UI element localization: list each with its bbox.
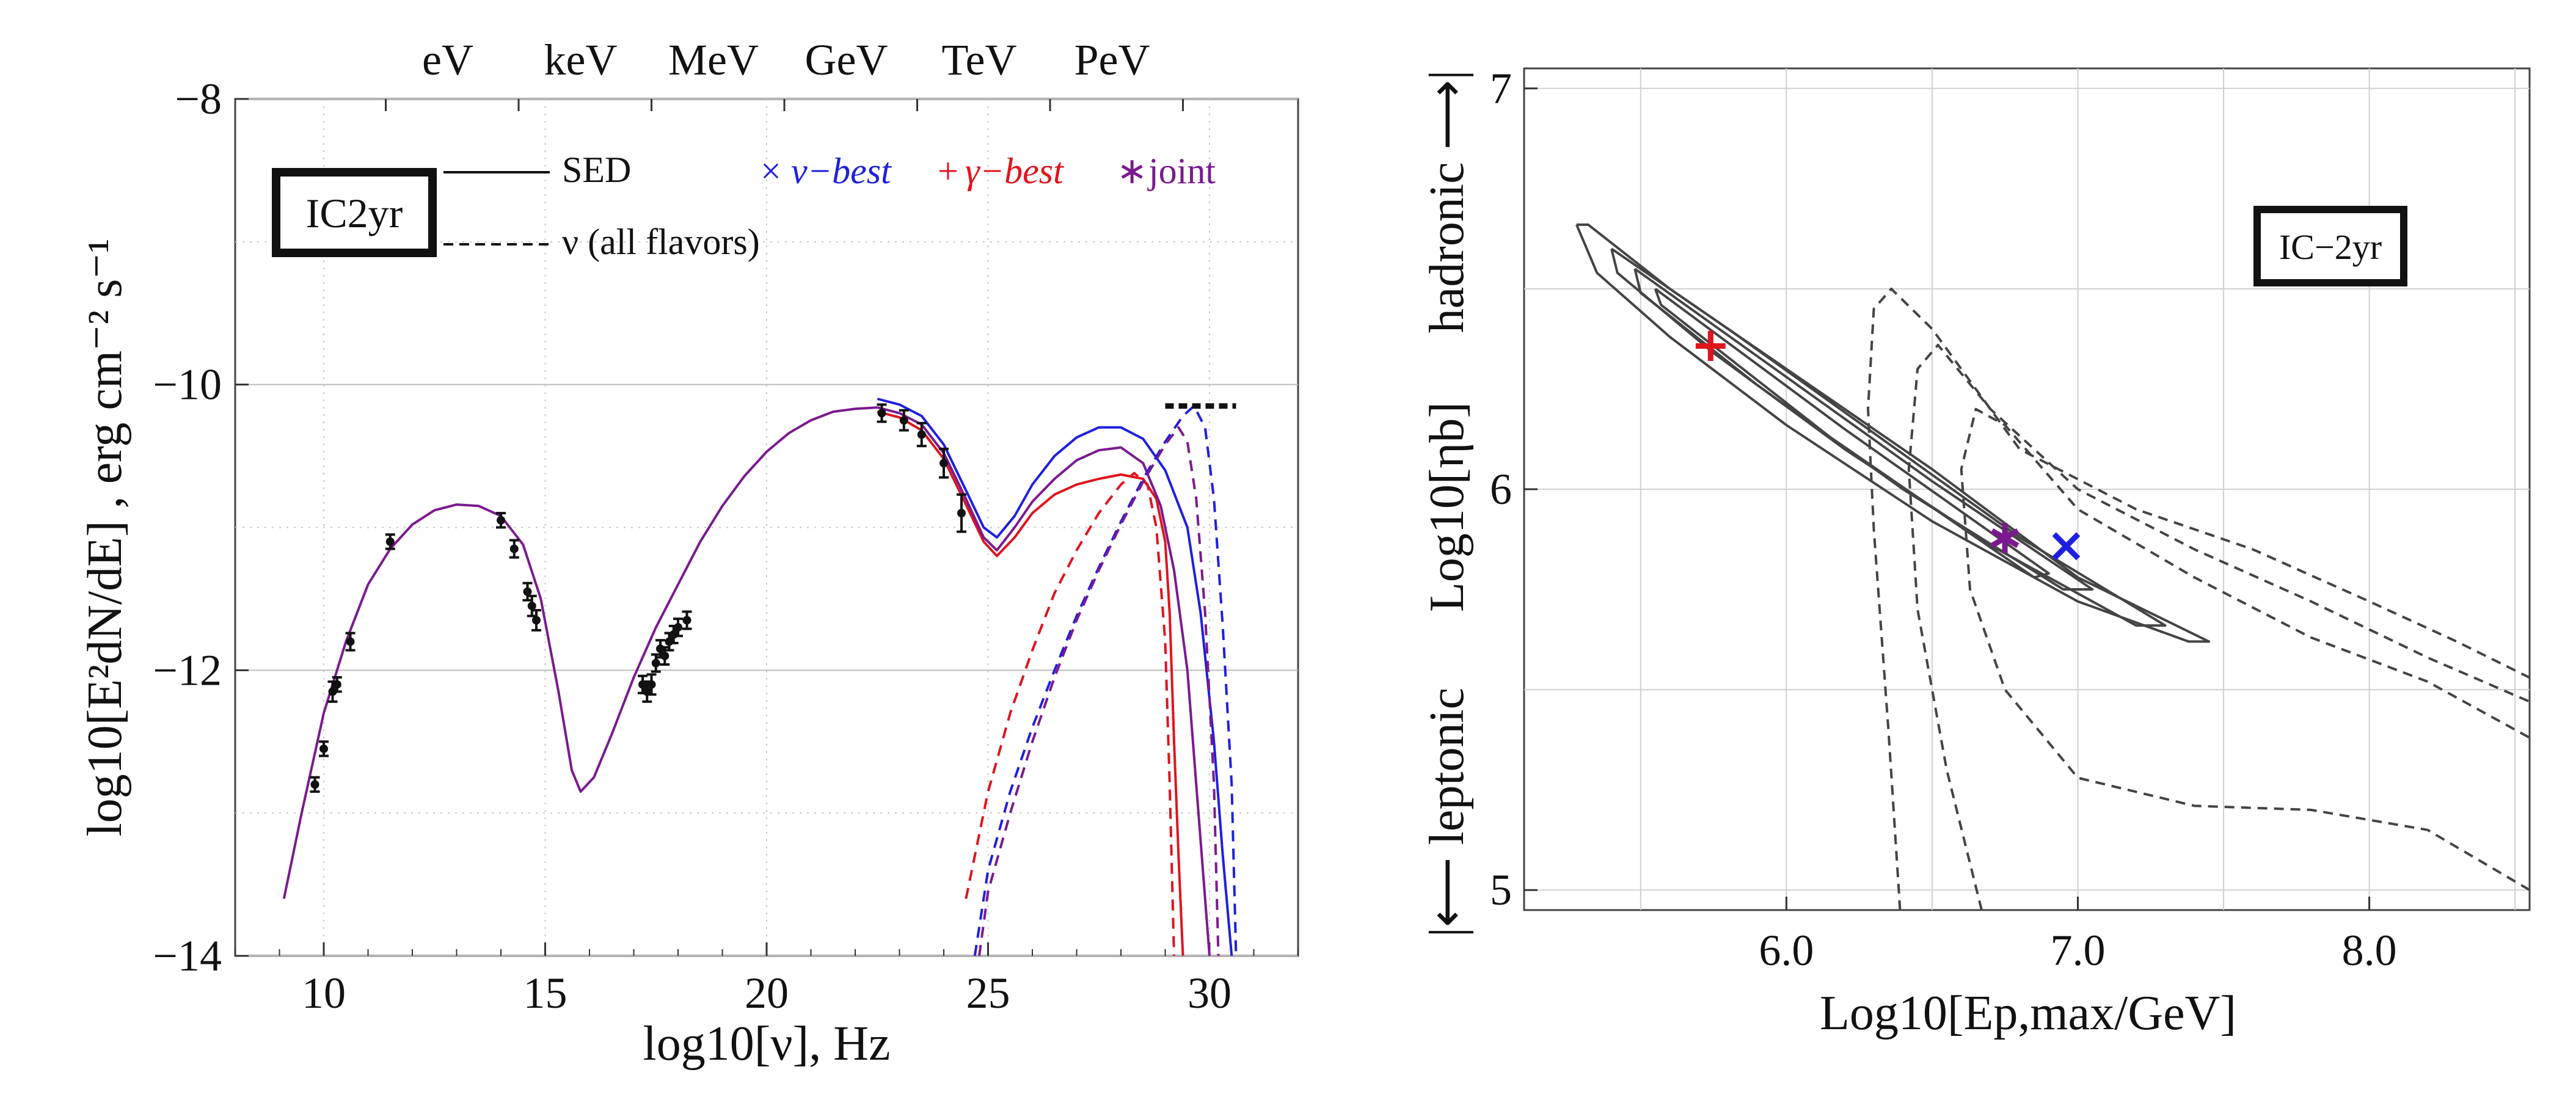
sed-data-point xyxy=(532,616,541,625)
contour-x-tick-label: 8.0 xyxy=(2342,926,2397,975)
sed-x-tick-label: 15 xyxy=(524,969,567,1018)
sed-chart: 10 15 20 25 30 −14 −12 −10 −8 eV keV MeV GeV TeV PeV l… xyxy=(78,35,1299,1071)
contour-box-label: IC−2yr xyxy=(2279,227,2382,267)
sed-top-tick-label: TeV xyxy=(942,35,1017,84)
legend-gamma-best-label: γ−best xyxy=(965,151,1064,191)
sed-data-point xyxy=(917,430,926,439)
contour-marker-gamma_best: + xyxy=(1691,318,1731,373)
sed-data-point xyxy=(346,637,355,646)
sed-series-line xyxy=(973,404,1238,956)
contour-ylabel-eta: Log10[ηb] xyxy=(1420,402,1474,612)
sed-series-line xyxy=(965,472,1175,956)
sed-data-point xyxy=(523,587,532,596)
sed-data-point xyxy=(669,630,678,639)
contour-solid-line xyxy=(1633,268,2094,591)
sed-x-tick-label: 25 xyxy=(966,969,1010,1018)
legend-gamma-best-marker: + xyxy=(938,151,958,191)
sed-box-label-frame xyxy=(272,168,437,257)
sed-data-point xyxy=(940,459,948,468)
sed-data-point xyxy=(509,544,519,553)
sed-box-label: IC2yr xyxy=(306,190,403,236)
sed-y-tick-label: −12 xyxy=(153,646,222,694)
contour-solid-line xyxy=(1575,223,2211,643)
sed-ylabel: log10[E²dN/dE] , erg cm⁻² s⁻¹ xyxy=(78,238,132,836)
sed-data-point xyxy=(319,744,328,753)
contour-axes: 6.0 7.0 8.0 5 6 7 xyxy=(1490,64,2397,975)
contour-ylabel-leptonic: |⟵ leptonic xyxy=(1420,688,1474,937)
sed-data-point xyxy=(310,780,319,789)
contour-y-tick-label: 6 xyxy=(1490,465,1512,514)
legend-nu-best-label: ν−best xyxy=(791,151,892,191)
contour-xlabel: Log10[Ep,max/GeV] xyxy=(1820,986,2236,1040)
legend-sed-label: SED xyxy=(562,150,631,190)
contour-solid-line xyxy=(1654,288,2050,579)
contour-marker-nu_best: × xyxy=(2046,518,2086,573)
legend-nu-label: ν (all flavors) xyxy=(562,222,760,262)
sed-data-point xyxy=(899,416,908,425)
sed-data-point xyxy=(682,616,691,625)
sed-data-point xyxy=(877,409,886,418)
sed-top-tick-label: GeV xyxy=(805,35,888,84)
sed-series-line xyxy=(877,410,1184,956)
sed-y-tick-label: −14 xyxy=(153,931,222,980)
sed-data-point xyxy=(665,637,674,646)
sed-data-point xyxy=(527,602,536,611)
sed-data-point xyxy=(497,515,505,525)
sed-data-point xyxy=(385,537,395,546)
contour-plot-frame xyxy=(1523,67,2531,911)
sed-axes: 10 15 20 25 30 −14 −12 −10 −8 eV keV MeV GeV TeV PeV xyxy=(153,35,1299,1018)
sed-y-tick-label: −10 xyxy=(153,360,222,409)
contour-dashed-line xyxy=(1867,287,2530,911)
sed-data-points xyxy=(310,403,1236,793)
legend-nu-best-marker: × xyxy=(761,151,781,191)
legend-joint-marker: ∗ xyxy=(1117,151,1147,191)
contour-ylabel-hadronic: hadronic ⟶| xyxy=(1420,70,1474,333)
contour-marker-joint: ∗ xyxy=(1985,510,2025,565)
sed-xlabel: log10[ν], Hz xyxy=(643,1017,891,1071)
sed-top-tick-label: MeV xyxy=(668,35,759,84)
contour-markers: + ∗ × xyxy=(1691,318,2086,573)
sed-data-point xyxy=(656,644,665,654)
contour-dashed-line xyxy=(1960,407,2531,891)
contour-dashed-line xyxy=(1907,343,2530,911)
sed-data-point xyxy=(674,623,682,632)
sed-top-tick-label: PeV xyxy=(1075,35,1150,84)
contour-grid xyxy=(1524,68,2530,910)
sed-x-tick-label: 10 xyxy=(302,969,346,1018)
contour-x-tick-label: 6.0 xyxy=(1759,926,1814,975)
legend-joint-label: joint xyxy=(1147,151,1216,191)
sed-data-point xyxy=(651,658,660,668)
contour-solid-line xyxy=(1610,247,2167,627)
contour-box-label-frame xyxy=(2253,206,2407,286)
contour-y-tick-label: 5 xyxy=(1490,865,1512,914)
sed-data-point xyxy=(647,680,656,689)
sed-y-tick-label: −8 xyxy=(175,75,222,123)
sed-x-tick-label: 30 xyxy=(1188,969,1231,1018)
sed-series xyxy=(282,398,1238,956)
sed-top-tick-label: eV xyxy=(422,35,473,84)
sed-data-point xyxy=(957,509,966,518)
sed-x-tick-label: 20 xyxy=(745,969,789,1018)
sed-series-line xyxy=(877,406,1211,956)
sed-top-tick-label: keV xyxy=(544,35,618,84)
sed-series-line xyxy=(282,406,878,899)
sed-data-point xyxy=(660,651,670,660)
sed-series-line xyxy=(978,426,1220,956)
sed-data-point xyxy=(332,680,341,689)
sed-series-line xyxy=(877,398,1233,956)
contour-lines xyxy=(1575,223,2531,911)
contour-y-tick-label: 7 xyxy=(1490,64,1512,113)
contour-x-tick-label: 7.0 xyxy=(2050,926,2105,975)
